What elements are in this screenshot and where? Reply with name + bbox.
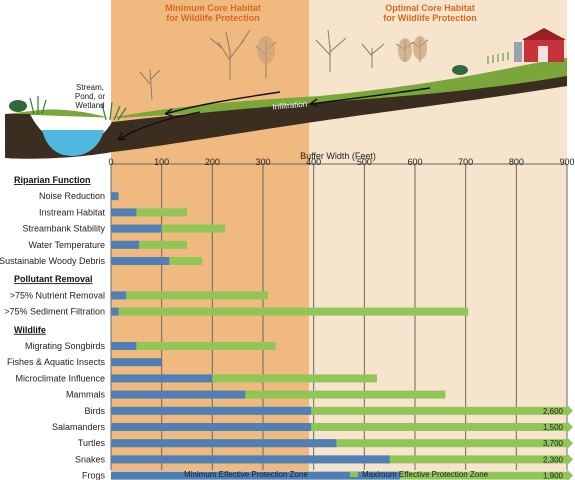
row-label: Noise Reduction	[39, 191, 105, 201]
row-label: Sustainable Woody Debris	[0, 256, 106, 266]
row-label: Snakes	[75, 454, 106, 464]
bar-min	[111, 240, 139, 249]
x-axis-title: Buffer Width (Feet)	[300, 151, 376, 161]
row-label: Instream Habitat	[39, 207, 106, 217]
bar-min	[111, 439, 337, 448]
bar-value-label: 1,900	[543, 472, 564, 480]
row-label: Microclimate Influence	[15, 373, 105, 383]
pond-water	[42, 130, 104, 156]
row-label: Water Temperature	[28, 240, 105, 250]
shrub	[452, 65, 468, 75]
bar-min	[111, 307, 119, 316]
bar-min	[111, 423, 312, 431]
bar-max	[111, 208, 187, 217]
x-tick-label: 800	[509, 157, 524, 167]
stream-label-line1: Stream,	[76, 83, 104, 92]
bar-max	[111, 439, 567, 448]
bar-min	[111, 224, 162, 233]
tree-crown	[413, 36, 427, 60]
min-zone-background	[111, 0, 309, 471]
bar-overflow-arrow	[567, 469, 573, 480]
bar-min	[111, 208, 137, 217]
row-label: Streambank Stability	[22, 224, 105, 234]
bar-max	[111, 423, 567, 431]
bar-min	[111, 455, 390, 464]
x-tick-label: 300	[255, 157, 270, 167]
stream-label-line2: Pond, or	[75, 92, 106, 101]
tree-crown	[257, 36, 275, 64]
shrub	[9, 100, 27, 112]
row-label: Fishes & Aquatic Insects	[7, 357, 106, 367]
barn	[514, 28, 566, 62]
x-tick-label: 700	[458, 157, 473, 167]
row-label: Salamanders	[52, 422, 106, 432]
group-heading: Pollutant Removal	[14, 274, 93, 284]
x-tick-label: 100	[154, 157, 169, 167]
bar-min	[111, 291, 127, 300]
bar-overflow-arrow	[567, 453, 573, 466]
chart-ticks: 0 100 200 300 400 500 600 700 800 900	[108, 157, 574, 167]
x-tick-label: 400	[306, 157, 321, 167]
legend-label-max: Maximum Effective Protection Zone	[362, 470, 489, 479]
chart-rows: Riparian Function Noise Reduction Instream…	[0, 175, 573, 480]
x-tick-label: 600	[407, 157, 422, 167]
x-tick-label: 0	[108, 157, 113, 167]
infiltration-label: Infiltration	[272, 100, 307, 112]
stream-label-line3: Wetland	[75, 101, 104, 110]
bar-min	[111, 471, 400, 480]
group-heading: Riparian Function	[14, 175, 91, 185]
x-tick-label: 500	[357, 157, 372, 167]
bar-value-label: 1,500	[543, 423, 564, 432]
bar-max	[111, 240, 187, 249]
bar-min	[111, 406, 312, 415]
bar-min	[111, 374, 213, 383]
bar-min	[111, 358, 162, 367]
legend-swatch-min	[172, 472, 180, 477]
row-label: Turtles	[78, 438, 106, 448]
infiltration-arrows	[117, 87, 431, 141]
row-label: >75% Sediment Filtration	[4, 307, 105, 317]
bar-value-label: 2,600	[543, 407, 564, 416]
legend-label-min: Minimum Effective Protection Zone	[184, 470, 308, 479]
legend-swatch-max	[350, 472, 358, 477]
bar-max	[111, 406, 567, 415]
bar-max	[111, 374, 377, 383]
soil-cross-section	[5, 76, 567, 159]
row-label: Frogs	[82, 471, 106, 480]
row-label: Mammals	[66, 390, 106, 400]
opt-zone-title-line1: Optimal Core Habitat	[385, 3, 475, 13]
x-tick-label: 200	[205, 157, 220, 167]
bar-max	[111, 390, 446, 399]
chart-legend: Minimum Effective Protection Zone Maximum…	[172, 470, 489, 479]
bar-overflow-arrow	[567, 421, 573, 433]
bar-overflow-arrow	[567, 437, 573, 450]
bar-max	[111, 291, 269, 300]
bar-max	[111, 342, 276, 350]
bar-overflow-arrow	[567, 404, 573, 417]
tree-crown	[398, 38, 412, 62]
bar-min	[111, 342, 137, 350]
reeds	[29, 96, 127, 121]
row-label: >75% Nutrient Removal	[10, 290, 105, 300]
row-label: Migrating Songbirds	[25, 341, 106, 351]
x-tick-label: 900	[559, 157, 574, 167]
bar-max	[111, 224, 225, 233]
opt-zone-title-line2: for Wildlife Protection	[383, 13, 476, 23]
bar-value-label: 2,300	[543, 455, 564, 464]
landscape-illustration	[5, 28, 567, 159]
chart-grid	[110, 163, 568, 470]
bar-min	[111, 257, 170, 265]
bar-min	[111, 390, 246, 399]
bar-max	[111, 307, 469, 316]
row-label: Birds	[84, 406, 105, 416]
min-zone-title-line1: Minimum Core Habitat	[165, 3, 261, 13]
group-heading: Wildlife	[14, 325, 46, 335]
crop-rows	[487, 52, 509, 64]
bar-min	[111, 192, 119, 201]
min-zone-title-line2: for Wildlife Protection	[166, 13, 259, 23]
bar-value-label: 3,700	[543, 439, 564, 448]
